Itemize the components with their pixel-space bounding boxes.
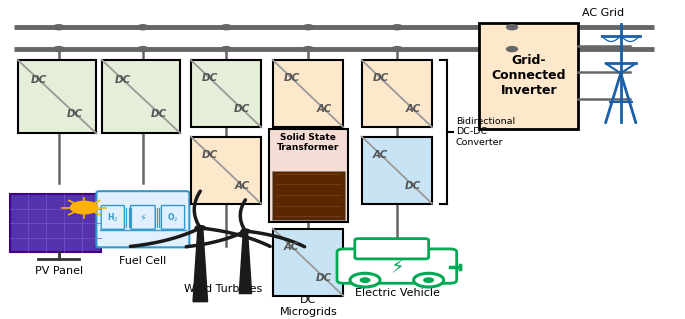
Circle shape bbox=[241, 229, 250, 233]
Text: DC: DC bbox=[201, 150, 218, 160]
Circle shape bbox=[424, 278, 434, 282]
Circle shape bbox=[507, 47, 517, 52]
FancyBboxPatch shape bbox=[101, 205, 125, 229]
Bar bbox=[100, 230, 186, 246]
Text: AC: AC bbox=[373, 150, 388, 160]
Text: DC
Microgrids: DC Microgrids bbox=[279, 295, 337, 317]
Circle shape bbox=[221, 25, 232, 30]
Polygon shape bbox=[239, 231, 251, 293]
Bar bbox=[10, 194, 101, 252]
Text: Solid State
Transformer: Solid State Transformer bbox=[277, 133, 340, 152]
Bar bbox=[190, 60, 261, 127]
Circle shape bbox=[71, 201, 98, 214]
Text: Fuel Cell: Fuel Cell bbox=[119, 256, 166, 266]
Circle shape bbox=[414, 273, 444, 287]
Bar bbox=[273, 229, 343, 296]
Text: DC: DC bbox=[405, 181, 421, 190]
FancyBboxPatch shape bbox=[162, 205, 184, 229]
Text: DC: DC bbox=[316, 273, 332, 283]
FancyBboxPatch shape bbox=[337, 249, 457, 283]
Circle shape bbox=[138, 25, 149, 30]
Bar bbox=[272, 171, 345, 220]
Text: DC: DC bbox=[115, 75, 132, 85]
Text: DC: DC bbox=[31, 75, 47, 85]
Text: DC: DC bbox=[151, 108, 167, 119]
Circle shape bbox=[392, 47, 403, 52]
Circle shape bbox=[392, 25, 403, 30]
Text: PV Panel: PV Panel bbox=[35, 266, 83, 276]
Polygon shape bbox=[193, 228, 208, 302]
Bar bbox=[18, 60, 97, 133]
Text: AC Grid: AC Grid bbox=[582, 8, 624, 18]
Text: Grid-
Connected
Inverter: Grid- Connected Inverter bbox=[492, 54, 566, 97]
Circle shape bbox=[195, 226, 206, 230]
Circle shape bbox=[53, 47, 64, 52]
FancyBboxPatch shape bbox=[355, 239, 429, 259]
Text: AC: AC bbox=[234, 181, 250, 190]
Bar bbox=[362, 60, 432, 127]
Text: ⚡: ⚡ bbox=[390, 258, 404, 277]
Bar bbox=[479, 23, 578, 129]
Text: DC: DC bbox=[67, 108, 84, 119]
Text: Wind Turbines: Wind Turbines bbox=[184, 285, 262, 294]
Circle shape bbox=[303, 25, 314, 30]
Text: H$_2$: H$_2$ bbox=[107, 211, 119, 224]
Circle shape bbox=[138, 47, 149, 52]
Text: DC: DC bbox=[234, 104, 250, 114]
Circle shape bbox=[360, 278, 370, 282]
FancyBboxPatch shape bbox=[97, 191, 189, 247]
Text: DC: DC bbox=[284, 73, 300, 83]
Circle shape bbox=[221, 47, 232, 52]
Text: Electric Vehicle: Electric Vehicle bbox=[355, 288, 440, 298]
Bar bbox=[269, 129, 348, 222]
Text: AC: AC bbox=[316, 104, 332, 114]
Text: DC: DC bbox=[373, 73, 389, 83]
Bar bbox=[362, 137, 432, 204]
Circle shape bbox=[53, 25, 64, 30]
Bar bbox=[190, 137, 261, 204]
Bar bbox=[102, 60, 180, 133]
Text: AC: AC bbox=[284, 242, 299, 252]
Text: DC: DC bbox=[201, 73, 218, 83]
Circle shape bbox=[303, 47, 314, 52]
Bar bbox=[273, 60, 343, 127]
Text: ⚡: ⚡ bbox=[140, 212, 147, 222]
Circle shape bbox=[507, 25, 517, 30]
Text: O$_2$: O$_2$ bbox=[167, 211, 179, 224]
Text: AC: AC bbox=[406, 104, 421, 114]
Text: Bidirectional
DC-DC
Converter: Bidirectional DC-DC Converter bbox=[456, 117, 515, 147]
Circle shape bbox=[350, 273, 380, 287]
FancyBboxPatch shape bbox=[131, 205, 155, 229]
